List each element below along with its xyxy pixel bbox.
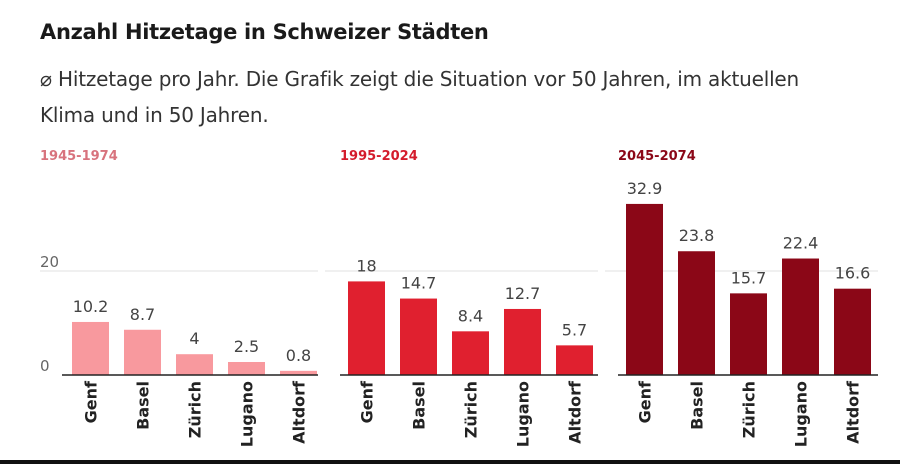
category-label: Genf	[82, 380, 101, 423]
value-label: 2.5	[234, 337, 259, 356]
category-label: Lugano	[792, 381, 811, 447]
bar-zürich	[176, 354, 213, 375]
panel-title-2: 1995-2024	[340, 149, 418, 164]
value-label: 14.7	[401, 274, 437, 293]
panel-title-3: 2045-2074	[618, 149, 696, 164]
panel-title-1: 1945-1974	[40, 149, 118, 164]
bar-lugano	[504, 308, 541, 375]
bar-altdorf	[834, 288, 871, 375]
value-label: 32.9	[627, 179, 663, 198]
category-label: Genf	[636, 380, 655, 423]
bar-basel	[678, 251, 715, 375]
category-label: Basel	[134, 381, 153, 430]
bar-zürich	[452, 331, 489, 375]
category-label: Lugano	[514, 381, 533, 447]
category-label: Zürich	[462, 381, 481, 438]
bar-altdorf	[556, 345, 593, 375]
bar-lugano	[228, 362, 265, 375]
bar-genf	[626, 203, 663, 375]
value-label: 8.4	[458, 306, 483, 325]
bar-zürich	[730, 293, 767, 375]
bar-basel	[400, 298, 437, 375]
category-label: Altdorf	[566, 380, 585, 444]
bar-genf	[348, 281, 385, 375]
category-label: Altdorf	[290, 380, 309, 444]
chart-subtitle: ⌀ Hitzetage pro Jahr. Die Grafik zeigt d…	[40, 67, 800, 127]
value-label: 23.8	[679, 226, 715, 245]
value-label: 12.7	[505, 284, 541, 303]
category-label: Zürich	[186, 381, 205, 438]
value-label: 10.2	[73, 297, 109, 316]
category-label: Genf	[358, 380, 377, 423]
y-tick-label: 0	[40, 357, 50, 375]
y-tick-label: 20	[40, 253, 59, 271]
category-label: Zürich	[740, 381, 759, 438]
value-label: 0.8	[286, 346, 311, 365]
value-label: 16.6	[835, 264, 871, 283]
bottom-divider	[0, 460, 900, 464]
category-label: Basel	[410, 381, 429, 430]
category-label: Lugano	[238, 381, 257, 447]
value-label: 5.7	[562, 320, 587, 339]
category-label: Altdorf	[844, 380, 863, 444]
chart-title: Anzahl Hitzetage in Schweizer Städten	[40, 20, 489, 44]
value-label: 4	[189, 329, 199, 348]
bar-altdorf	[280, 370, 317, 375]
bar-basel	[124, 329, 161, 375]
value-label: 8.7	[130, 305, 155, 324]
category-label: Basel	[688, 381, 707, 430]
value-label: 15.7	[731, 268, 767, 287]
bar-genf	[72, 321, 109, 375]
value-label: 18	[356, 256, 376, 275]
value-label: 22.4	[783, 234, 819, 253]
bar-lugano	[782, 258, 819, 375]
